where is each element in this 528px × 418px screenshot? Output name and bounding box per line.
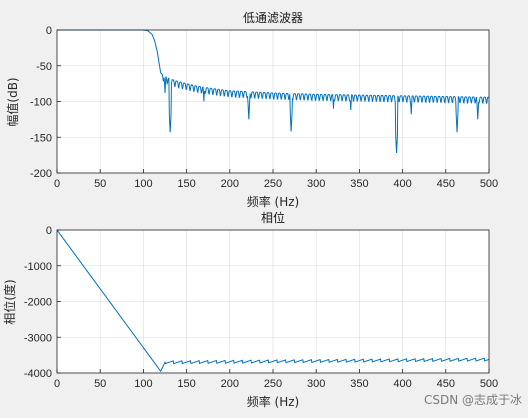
y-tick-label: -3000: [24, 332, 52, 344]
y-tick-label: -2000: [24, 297, 52, 309]
x-tick-label: 500: [480, 178, 498, 190]
x-tick-label: 50: [94, 378, 106, 390]
phase-plot: 0 50 100 150 200 250 300 350 400 450 500 0 -1000 -200…: [2, 210, 498, 409]
y-tick-label: -50: [36, 61, 52, 73]
x-tick-label: 50: [94, 178, 106, 190]
magnitude-title: 低通滤波器: [243, 11, 303, 25]
x-tick-label: 400: [393, 378, 411, 390]
magnitude-xlabel: 频率 (Hz): [247, 194, 300, 209]
y-tick-label: 0: [46, 225, 52, 237]
phase-ticks: 0 50 100 150 200 250 300 350 400 450 500 0 -1000 -200…: [24, 225, 498, 390]
y-tick-label: -4000: [24, 368, 52, 380]
y-tick-label: -1000: [24, 261, 52, 273]
watermark: CSDN @志成于冰: [424, 393, 522, 407]
y-tick-label: 0: [46, 25, 52, 37]
y-tick-label: -150: [30, 132, 52, 144]
x-tick-label: 400: [393, 178, 411, 190]
phase-title: 相位: [261, 210, 285, 225]
x-tick-label: 0: [54, 178, 60, 190]
x-tick-label: 300: [307, 378, 325, 390]
x-tick-label: 250: [264, 378, 282, 390]
phase-ylabel: 相位(度): [2, 279, 17, 324]
x-tick-label: 450: [437, 178, 455, 190]
x-tick-label: 450: [437, 378, 455, 390]
x-tick-label: 150: [177, 378, 195, 390]
x-tick-label: 250: [264, 178, 282, 190]
magnitude-plot: 0 50 100 150 200 250 300 350 400 450 500 0 -50 -100 -1…: [5, 11, 498, 209]
x-tick-label: 0: [54, 378, 60, 390]
x-tick-label: 500: [480, 378, 498, 390]
x-tick-label: 300: [307, 178, 325, 190]
x-tick-label: 350: [350, 178, 368, 190]
x-tick-label: 100: [134, 178, 152, 190]
x-tick-label: 150: [177, 178, 195, 190]
y-tick-label: -100: [30, 97, 52, 109]
y-tick-label: -200: [30, 168, 52, 180]
x-tick-label: 200: [221, 178, 239, 190]
magnitude-ylabel: 幅值(dB): [5, 77, 20, 126]
phase-line: [56, 229, 490, 373]
x-tick-label: 200: [221, 378, 239, 390]
x-tick-label: 100: [134, 378, 152, 390]
phase-xlabel: 频率 (Hz): [247, 394, 300, 409]
magnitude-ticks: 0 50 100 150 200 250 300 350 400 450 500 0 -50 -100 -1…: [30, 25, 498, 190]
x-tick-label: 350: [350, 378, 368, 390]
